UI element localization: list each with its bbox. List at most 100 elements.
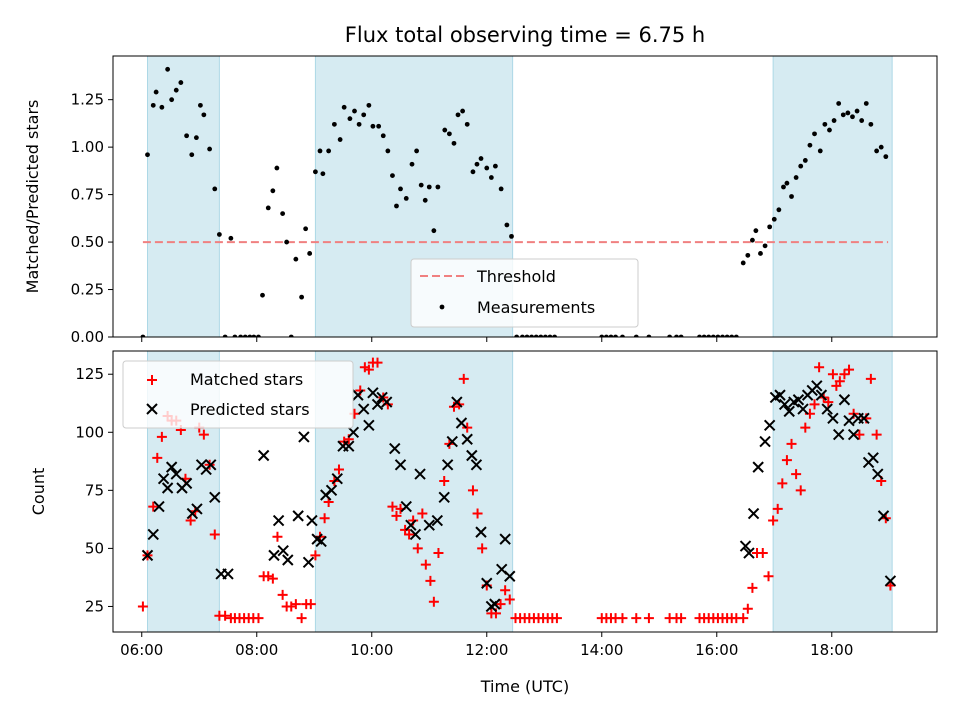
legend-box: [122, 360, 354, 429]
measurement-point: [422, 197, 428, 203]
matched-star-marker: [472, 508, 483, 519]
measurement-point: [509, 233, 514, 239]
x-tick-label: 08:00: [235, 641, 278, 659]
predicted-star-marker: [438, 491, 450, 504]
measurement-point: [484, 165, 490, 171]
measurement-point: [320, 171, 326, 177]
y-tick-label: 75: [85, 481, 104, 499]
matched-star-marker: [148, 501, 159, 512]
predicted-star-marker: [441, 459, 454, 471]
plot-area: [137, 351, 897, 632]
measurement-point: [414, 148, 420, 154]
predicted-star-marker: [191, 503, 203, 515]
measurement-point: [242, 334, 248, 337]
legend-measurements-label: Measurements: [477, 298, 595, 317]
x-tick-label: 06:00: [120, 641, 163, 659]
y-tick-label: 0.00: [71, 328, 104, 346]
predicted-star-marker: [268, 549, 280, 562]
predicted-star-marker: [371, 398, 384, 411]
measurement-point: [431, 228, 437, 234]
measurement-point: [270, 188, 276, 194]
predicted-star-marker: [298, 431, 310, 443]
predicted-star-marker: [783, 405, 795, 418]
measurement-point: [464, 121, 470, 127]
predicted-star-marker: [153, 500, 165, 513]
measurement-point: [341, 104, 347, 110]
measurement-point: [474, 161, 480, 167]
predicted-star-marker: [431, 514, 444, 527]
matched-star-marker: [290, 599, 301, 610]
measurement-point: [256, 334, 261, 337]
measurement-point: [874, 148, 880, 154]
y-tick-label: 100: [75, 423, 104, 441]
matched-star-marker: [844, 364, 855, 375]
matched-star-marker: [747, 582, 758, 593]
x-tick-label: 10:00: [350, 641, 393, 659]
measurement-point: [140, 334, 146, 337]
measurement-point: [426, 184, 432, 190]
predicted-star-marker: [315, 535, 327, 548]
measurement-point: [868, 121, 874, 127]
matched-star-marker: [551, 613, 562, 624]
measurement-point: [859, 118, 865, 123]
measurement-point: [280, 211, 286, 216]
predicted-star-marker: [381, 396, 393, 408]
matched-star-marker: [305, 599, 316, 610]
measurement-point: [313, 169, 318, 175]
measurement-point: [212, 186, 218, 192]
predicted-star-marker: [170, 468, 182, 480]
matched-star-marker: [791, 469, 802, 480]
matched-star-marker: [156, 431, 167, 442]
matched-star-marker: [477, 543, 488, 554]
measurement-point: [216, 232, 222, 237]
measurement-point: [150, 102, 156, 108]
matched-star-marker: [738, 613, 749, 624]
matched-star-marker: [333, 464, 344, 475]
matched-star-marker: [439, 476, 450, 487]
measurement-point: [745, 252, 751, 258]
measurement-point: [198, 102, 203, 108]
matched-star-marker: [631, 613, 642, 624]
matched-star-marker: [800, 422, 811, 433]
measurement-point: [807, 142, 813, 148]
measurement-point: [878, 144, 884, 150]
predicted-star-marker: [461, 433, 473, 445]
legend-matched-label: Matched stars: [190, 370, 303, 389]
predicted-star-marker: [858, 412, 870, 425]
measurement-point: [771, 216, 777, 222]
measurement-point: [189, 152, 195, 158]
legend-box: [410, 258, 639, 328]
matched-star-marker: [296, 613, 307, 624]
measurement-point: [165, 66, 171, 72]
predicted-star-marker: [466, 449, 478, 462]
measurement-point: [729, 334, 735, 337]
axes-frame: [112, 55, 938, 338]
predicted-star-marker: [797, 403, 809, 415]
predicted-star-marker: [821, 403, 833, 415]
matched-star-marker: [823, 397, 834, 408]
measurement-point: [251, 334, 257, 337]
matched-star-marker: [462, 422, 473, 433]
predicted-star-marker: [343, 440, 355, 452]
predicted-star-marker: [147, 528, 159, 541]
predicted-star-marker: [282, 554, 294, 566]
matched-star-marker: [763, 571, 774, 582]
matched-star-marker: [742, 603, 753, 614]
measurement-point: [827, 127, 832, 133]
measurement-point: [750, 237, 755, 243]
predicted-star-marker: [347, 426, 360, 438]
measurement-point: [706, 334, 712, 337]
y-tick-label: 1.25: [71, 91, 104, 109]
measurement-point: [247, 334, 253, 337]
measurement-point: [293, 256, 299, 262]
measurement-point: [633, 334, 639, 337]
predicted-star-marker: [306, 514, 318, 527]
predicted-star-marker: [446, 435, 458, 448]
x-tick-label: 16:00: [695, 641, 738, 659]
matched-star-marker: [768, 515, 779, 526]
matched-star-marker: [834, 376, 845, 387]
predicted-star-marker: [405, 519, 417, 531]
predicted-star-marker: [884, 575, 897, 587]
measurement-point: [603, 334, 609, 337]
predicted-star-marker: [414, 468, 426, 480]
